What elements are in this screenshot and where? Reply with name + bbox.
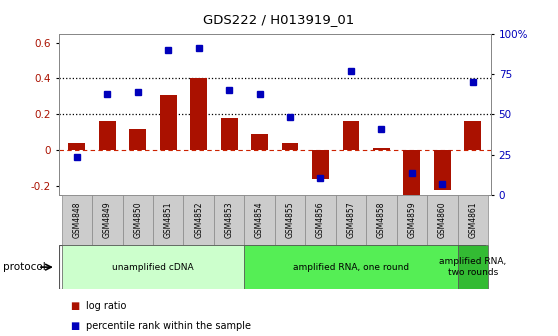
- Bar: [336, 195, 366, 245]
- Text: GSM4852: GSM4852: [194, 202, 203, 238]
- Bar: [305, 195, 336, 245]
- Text: GSM4861: GSM4861: [468, 202, 477, 238]
- Text: log ratio: log ratio: [86, 301, 127, 311]
- Bar: [214, 195, 244, 245]
- Bar: [403, 150, 420, 195]
- Bar: [282, 143, 299, 150]
- Bar: [69, 143, 85, 150]
- Text: protocol: protocol: [3, 262, 46, 272]
- Bar: [244, 195, 275, 245]
- Text: ■: ■: [70, 321, 79, 331]
- Bar: [92, 195, 123, 245]
- Text: ■: ■: [70, 301, 79, 311]
- Bar: [153, 195, 184, 245]
- Text: GSM4856: GSM4856: [316, 202, 325, 239]
- Text: GSM4855: GSM4855: [286, 202, 295, 239]
- Text: GSM4849: GSM4849: [103, 202, 112, 239]
- Bar: [427, 195, 458, 245]
- Text: GDS222 / H013919_01: GDS222 / H013919_01: [203, 13, 355, 27]
- Text: GSM4851: GSM4851: [163, 202, 173, 238]
- Text: GSM4859: GSM4859: [407, 202, 416, 239]
- Bar: [373, 148, 390, 150]
- Bar: [397, 195, 427, 245]
- Bar: [99, 121, 116, 150]
- Bar: [434, 150, 451, 190]
- Text: percentile rank within the sample: percentile rank within the sample: [86, 321, 252, 331]
- Bar: [160, 94, 176, 150]
- Bar: [343, 121, 359, 150]
- Text: GSM4860: GSM4860: [438, 202, 447, 239]
- Bar: [275, 195, 305, 245]
- Text: GSM4853: GSM4853: [225, 202, 234, 239]
- Bar: [366, 195, 397, 245]
- Bar: [190, 78, 207, 150]
- Bar: [251, 134, 268, 150]
- Text: unamplified cDNA: unamplified cDNA: [112, 263, 194, 271]
- Bar: [184, 195, 214, 245]
- Bar: [464, 121, 481, 150]
- Text: GSM4854: GSM4854: [255, 202, 264, 239]
- Text: GSM4858: GSM4858: [377, 202, 386, 238]
- Bar: [129, 129, 146, 150]
- Bar: [61, 195, 92, 245]
- Bar: [61, 245, 244, 289]
- Bar: [221, 118, 238, 150]
- Bar: [458, 195, 488, 245]
- Bar: [123, 195, 153, 245]
- Text: amplified RNA, one round: amplified RNA, one round: [293, 263, 409, 271]
- Text: GSM4857: GSM4857: [347, 202, 355, 239]
- Bar: [244, 245, 458, 289]
- Bar: [458, 245, 488, 289]
- Text: GSM4850: GSM4850: [133, 202, 142, 239]
- Text: amplified RNA,
two rounds: amplified RNA, two rounds: [439, 257, 507, 277]
- Bar: [312, 150, 329, 179]
- Text: GSM4848: GSM4848: [73, 202, 81, 238]
